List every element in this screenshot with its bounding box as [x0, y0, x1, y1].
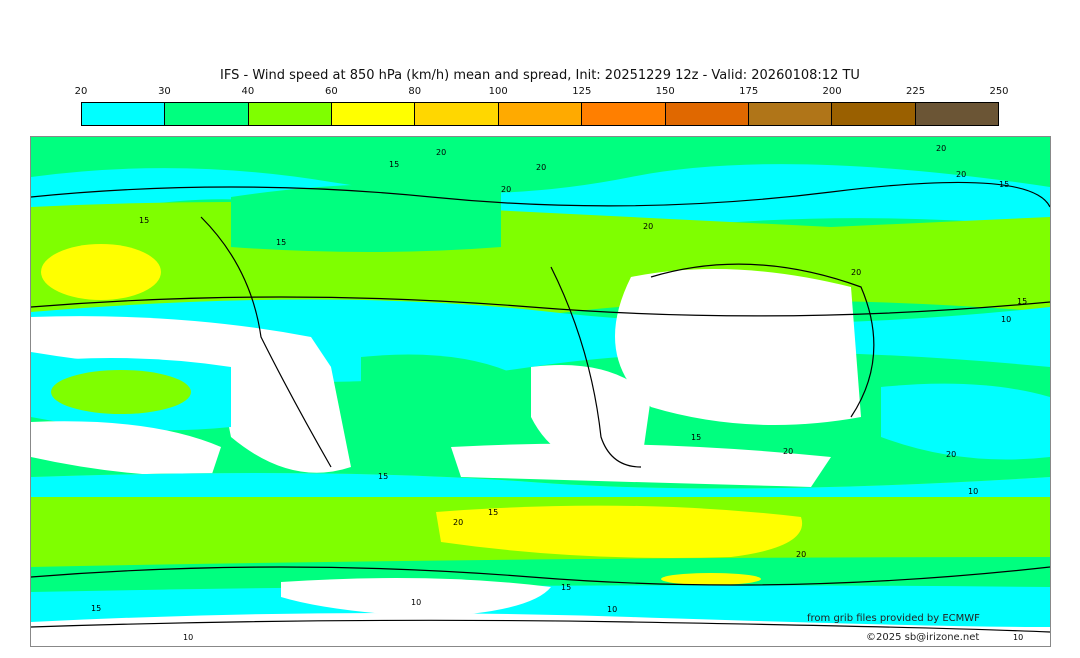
copyright: ©2025 sb@irizone.net	[866, 632, 980, 643]
contour-labels: 20 15 20 20 20 15 15 20 20 15 20 15 10 1…	[91, 144, 1027, 642]
field-cyan	[31, 164, 1050, 242]
tick-label: 60	[324, 86, 338, 97]
contour-label: 15	[999, 180, 1009, 189]
contour-label: 10	[1001, 315, 1011, 324]
field-lime	[51, 370, 191, 414]
colorbar-swatch	[832, 103, 916, 125]
contour-label: 15	[1017, 297, 1027, 306]
colorbar-swatch	[915, 103, 998, 125]
contour-label: 15	[276, 238, 286, 247]
spread-contours	[31, 181, 1050, 633]
contour-label: 20	[956, 170, 966, 179]
colorbar-swatch	[665, 103, 749, 125]
colorbar-swatch	[332, 103, 416, 125]
contour-label: 10	[1013, 633, 1023, 642]
contour-label: 15	[488, 508, 498, 517]
contour-label: 15	[561, 583, 571, 592]
contour-label: 20	[783, 447, 793, 456]
field-calm	[615, 269, 861, 425]
colorbar-ticks: 20 30 40 60 80 100 125 150 175 200 225 2…	[75, 86, 1009, 98]
field-yellow	[661, 573, 761, 585]
contour-label: 20	[796, 550, 806, 559]
colorbar-swatch	[748, 103, 833, 125]
contour-label: 20	[946, 450, 956, 459]
colorbar	[81, 102, 999, 126]
contour-label: 10	[607, 605, 617, 614]
tick-label: 250	[989, 86, 1009, 97]
contour-label: 10	[411, 598, 421, 607]
map-field: 20 15 20 20 20 15 15 20 20 15 20 15 10 1…	[31, 137, 1050, 646]
tick-label: 225	[906, 86, 926, 97]
field-calm	[31, 421, 221, 477]
tick-label: 175	[739, 86, 759, 97]
colorbar-swatch	[582, 103, 666, 125]
contour-label: 20	[501, 185, 511, 194]
contour-label: 15	[91, 604, 101, 613]
contour-label: 15	[389, 160, 399, 169]
colorbar-swatch	[82, 103, 166, 125]
field-yellow	[41, 244, 161, 300]
contour-label: 15	[378, 472, 388, 481]
tick-label: 20	[74, 86, 88, 97]
contour-label: 20	[851, 268, 861, 277]
contour-label: 20	[436, 148, 446, 157]
contour-label: 15	[139, 216, 149, 225]
contour-label: 20	[536, 163, 546, 172]
contour-label: 20	[453, 518, 463, 527]
field-calm	[451, 443, 831, 487]
tick-label: 100	[488, 86, 508, 97]
tick-label: 125	[572, 86, 592, 97]
field-calm	[211, 335, 351, 473]
tick-label: 30	[158, 86, 171, 97]
contour-label: 20	[936, 144, 946, 153]
contour-label: 20	[643, 222, 653, 231]
field-green	[361, 354, 521, 440]
field-calm	[531, 365, 651, 469]
field-green	[231, 183, 501, 252]
contour-label: 15	[691, 433, 701, 442]
tick-label: 80	[408, 86, 422, 97]
map-title: IFS - Wind speed at 850 hPa (km/h) mean …	[220, 68, 860, 83]
field-cyan	[31, 473, 1050, 497]
data-source-credit: from grib files provided by ECMWF	[807, 613, 980, 624]
colorbar-swatch	[415, 103, 499, 125]
field-yellow	[436, 505, 803, 558]
wind-speed-map: 20 15 20 20 20 15 15 20 20 15 20 15 10 1…	[30, 136, 1051, 647]
tick-label: 200	[822, 86, 842, 97]
tick-label: 150	[655, 86, 675, 97]
field-calm	[281, 578, 551, 617]
colorbar-swatch	[248, 103, 333, 125]
tick-label: 40	[241, 86, 255, 97]
colorbar-swatch	[498, 103, 583, 125]
field-cyan	[881, 383, 1050, 460]
colorbar-swatch	[165, 103, 249, 125]
contour-label: 10	[968, 487, 978, 496]
contour-label: 10	[183, 633, 193, 642]
